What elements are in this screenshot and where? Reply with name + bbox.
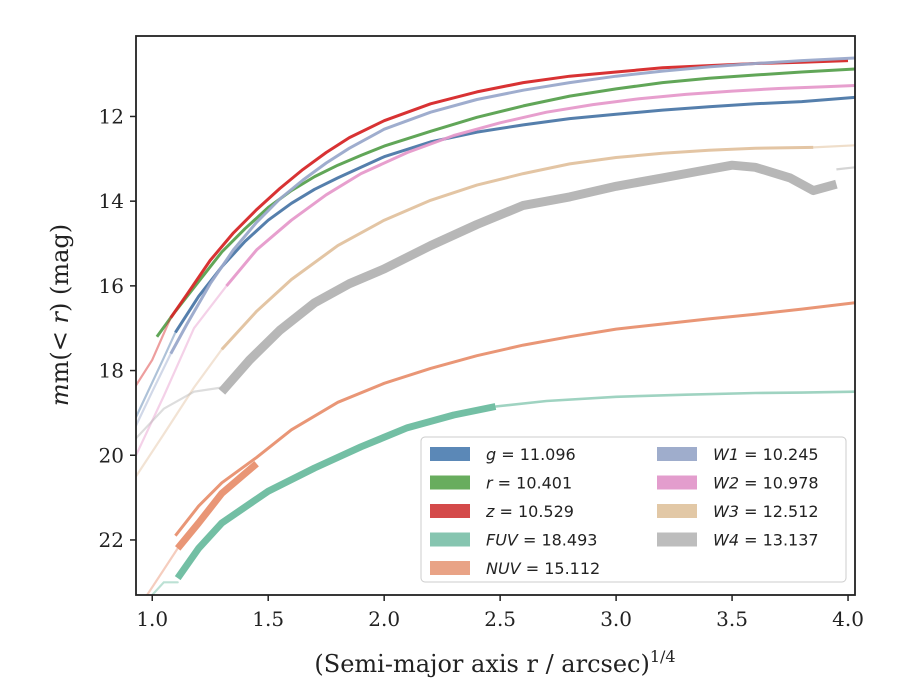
legend-label: W3 = 12.512	[713, 502, 819, 521]
series-w4-thick-line	[218, 160, 838, 395]
series-w2	[136, 84, 855, 457]
legend-item-g: g = 11.096	[430, 445, 576, 464]
legend-swatch	[657, 532, 697, 547]
series-w1	[136, 56, 855, 427]
legend-swatch	[657, 504, 697, 518]
x-axis-label: (Semi-major axis r / arcsec)1/4	[314, 647, 675, 678]
series-w3-faint-line	[136, 348, 223, 478]
x-axis-label-text: (Semi-major axis r / arcsec)	[314, 650, 649, 678]
series-g	[136, 95, 855, 419]
legend-swatch	[430, 475, 470, 490]
x-axis-label-exponent: 1/4	[650, 647, 676, 666]
series-z-line	[169, 59, 849, 319]
series-nuv-faint-line	[145, 547, 179, 595]
series-z	[136, 59, 849, 387]
plot-frame	[135, 35, 856, 596]
series-w2-faint-line	[136, 284, 228, 457]
legend-item-fuv: FUV = 18.493	[430, 531, 597, 550]
y-axis-ticks: 12 14 16 18 20 22	[99, 104, 136, 552]
legend-item-w3: W3 = 12.512	[657, 502, 819, 521]
series-fuv-faint-line	[150, 581, 179, 595]
series-nuv-thick-line	[174, 461, 259, 551]
legend-label: z = 10.529	[485, 502, 574, 521]
series-r	[155, 67, 855, 338]
x-tick-label: 1.5	[252, 607, 284, 631]
legend-item-w4: W4 = 13.137	[657, 531, 819, 550]
y-tick-label: 14	[99, 189, 124, 213]
y-axis-label-var: r	[46, 311, 74, 324]
x-tick-label: 3.0	[600, 607, 632, 631]
legend-swatch	[430, 532, 470, 547]
legend-item-z: z = 10.529	[430, 502, 574, 521]
legend-swatch	[657, 475, 697, 490]
legend-label: W2 = 10.978	[713, 474, 819, 493]
x-axis-ticks: 1.0 1.5 2.0 2.5 3.0 3.5 4.0	[136, 595, 864, 631]
legend-label: FUV = 18.493	[486, 531, 597, 550]
x-tick-label: 2.5	[484, 607, 516, 631]
legend-swatch	[430, 504, 470, 518]
series-g-line	[174, 95, 855, 334]
y-axis-label-prefix: m(<	[46, 324, 74, 384]
series-w1-line	[169, 56, 855, 355]
series-fuv	[150, 390, 855, 595]
series-w3-line	[220, 145, 814, 351]
legend-label: W1 = 10.245	[713, 445, 819, 464]
x-tick-label: 3.5	[716, 607, 748, 631]
x-tick-label: 4.0	[832, 607, 864, 631]
series-fuv-thick-line	[174, 403, 497, 581]
legend-label: g = 11.096	[486, 445, 576, 464]
series-w4-faint-line	[136, 386, 223, 440]
series-layer	[136, 56, 855, 595]
legend-box	[420, 436, 847, 583]
y-tick-label: 22	[99, 528, 124, 552]
series-nuv	[145, 301, 855, 595]
y-axis-label-suffix: ) (mag)	[46, 224, 74, 312]
legend-swatch	[430, 561, 470, 575]
legend-swatch	[657, 447, 697, 461]
y-axis-label: mm(< r) (mag)	[46, 224, 74, 406]
series-w4-tail-line	[836, 166, 855, 171]
series-w2-line	[225, 84, 855, 287]
y-tick-label: 12	[99, 104, 124, 128]
x-tick-label: 2.0	[368, 607, 400, 631]
legend-swatch	[430, 447, 470, 461]
legend: g = 11.096 r = 10.401 z = 10.529 FUV = 18.4…	[420, 436, 847, 583]
legend-item-w1: W1 = 10.245	[657, 445, 819, 464]
series-z-faint-line	[136, 316, 172, 387]
series-w3	[136, 144, 855, 478]
series-r-line	[155, 67, 855, 338]
y-tick-label: 20	[99, 443, 124, 467]
series-w1-faint-line	[136, 352, 172, 427]
series-nuv-line	[174, 301, 855, 537]
series-w4	[136, 160, 855, 440]
x-tick-label: 1.0	[136, 607, 168, 631]
legend-item-nuv: NUV = 15.112	[430, 559, 600, 578]
legend-item-r: r = 10.401	[430, 474, 572, 493]
series-w3-tail-line	[813, 144, 855, 149]
y-tick-label: 16	[99, 274, 124, 298]
series-g-faint-line	[136, 331, 177, 419]
legend-label: NUV = 15.112	[486, 559, 600, 578]
legend-label: W4 = 13.137	[713, 531, 819, 550]
legend-label: r = 10.401	[486, 474, 572, 493]
y-tick-label: 18	[99, 359, 124, 383]
series-fuv-line	[495, 390, 855, 408]
legend-item-w2: W2 = 10.978	[657, 474, 819, 493]
